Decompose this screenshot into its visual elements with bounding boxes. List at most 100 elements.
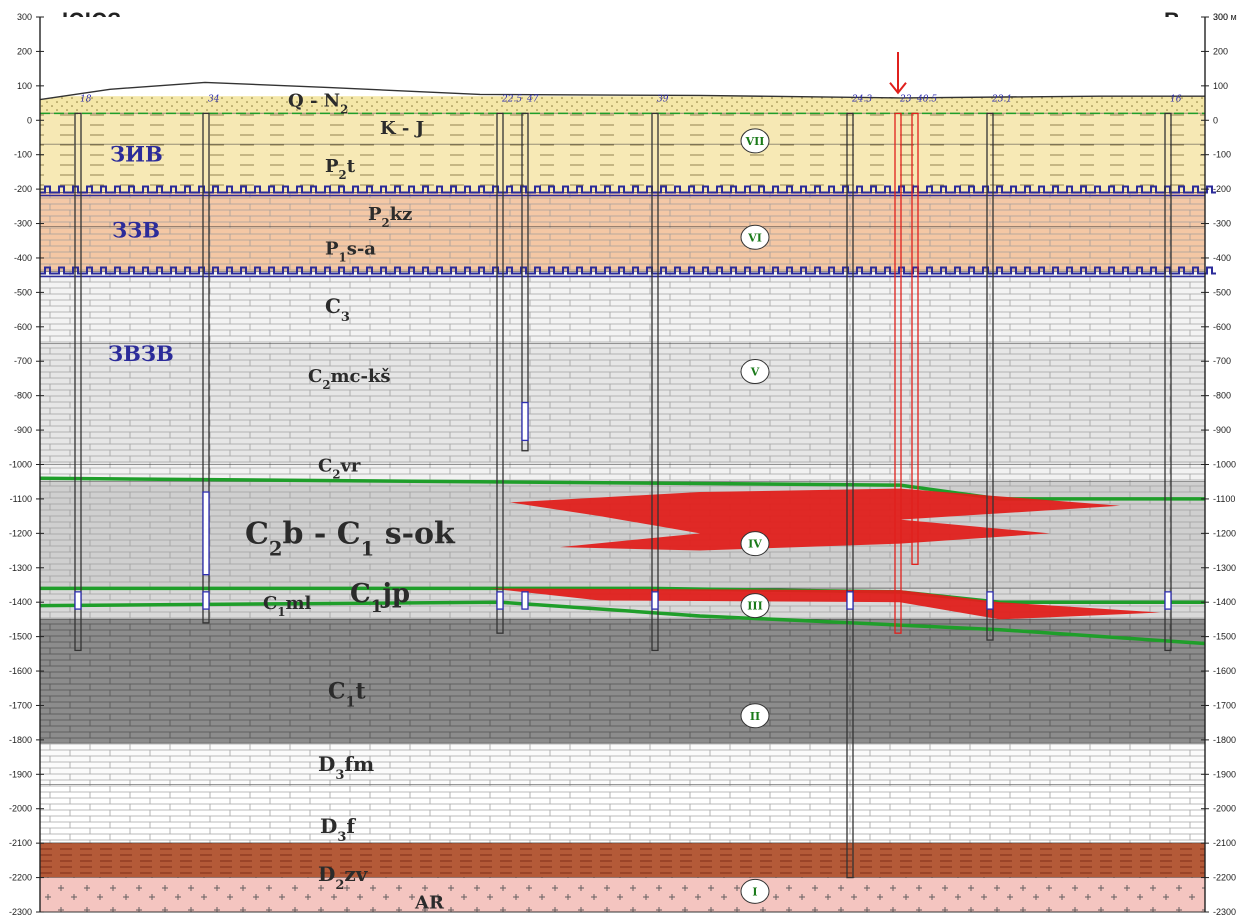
left-tick-label: -1800 (9, 735, 32, 745)
layer-pattern-C1t (40, 619, 1205, 744)
unit-circle-III (740, 593, 770, 619)
right-tick-label: -800 (1213, 391, 1231, 401)
test-interval-upper (521, 401, 529, 442)
left-tick-label: -200 (14, 184, 32, 194)
well-bore-7 (894, 112, 902, 634)
unit-circle-label-III: III (747, 600, 762, 613)
ground-surface (39, 81, 1205, 101)
left-tick-label: -1200 (9, 528, 32, 538)
strat-label-C2mc-ks: C2mc-kš (308, 366, 391, 392)
left-tick-label: -600 (14, 322, 32, 332)
green-marker-3 (39, 600, 1206, 646)
left-tick-label: -500 (14, 287, 32, 297)
stratigraphic-layers (39, 17, 1205, 913)
right-tick-label: -1700 (1213, 700, 1236, 710)
well-bore-6 (846, 112, 854, 879)
layer-pattern-K-J (40, 113, 1205, 145)
strat-label-P1s-a: P1s-a (325, 239, 376, 265)
right-tick-label: -1400 (1213, 597, 1236, 607)
well-bore-3 (496, 112, 504, 634)
unit-circle-II (740, 703, 770, 729)
complex-label-1: ЗИВ (110, 142, 163, 167)
left-tick-label: 0 (27, 115, 32, 125)
well-number-2: 34 (208, 94, 220, 104)
right-tick-label: -1000 (1213, 460, 1236, 470)
right-tick-label: 300 (1213, 12, 1228, 22)
well-bore-8 (911, 112, 919, 565)
unit-circle-VII (740, 128, 770, 154)
test-interval-6 (846, 591, 854, 610)
unconformity-lower (40, 266, 1216, 275)
unit-circle-label-I: I (752, 885, 757, 898)
layer-pattern-P2kz (40, 192, 1205, 227)
right-tick-label: 100 (1213, 81, 1228, 91)
strat-label-C1jp: C1jp (350, 579, 410, 616)
right-tick-label: -2200 (1213, 873, 1236, 883)
axis-unit-label: 300 м (1213, 12, 1237, 22)
unit-circle-label-VII: VII (745, 135, 765, 148)
well-bore-2 (202, 112, 210, 624)
left-tick-label: -1000 (9, 460, 32, 470)
left-tick-label: -900 (14, 425, 32, 435)
sky-mask (40, 17, 1205, 100)
right-tick-label: -2100 (1213, 838, 1236, 848)
test-interval-4 (521, 591, 529, 610)
left-tick-label: -2300 (9, 907, 32, 917)
left-tick-label: -1900 (9, 769, 32, 779)
layer-pattern-C2mc-ks (40, 344, 1205, 465)
well-bore-5 (651, 112, 659, 652)
right-tick-label: -900 (1213, 425, 1231, 435)
complex-label-3: ЗВЗВ (108, 341, 174, 366)
test-interval-10 (1164, 591, 1172, 610)
layer-pattern-D3f (40, 784, 1205, 844)
left-tick-label: 100 (17, 81, 32, 91)
right-tick-label: -600 (1213, 322, 1231, 332)
strat-label-D3f: D3f (320, 814, 356, 845)
right-tick-label: 200 (1213, 46, 1228, 56)
strat-label-D2zv: D2zv (318, 862, 369, 893)
right-tick-label: -1900 (1213, 769, 1236, 779)
well-number-3: 22.5 (501, 94, 522, 104)
test-interval-long (202, 491, 210, 576)
left-tick-label: -1600 (9, 666, 32, 676)
left-tick-label: -1500 (9, 632, 32, 642)
strat-label-P2t: P2t (325, 156, 356, 182)
strat-label-C3: C3 (325, 294, 350, 325)
layer-pattern-P2t (40, 144, 1205, 193)
well-number-4: 47 (526, 94, 539, 104)
right-tick-label: -300 (1213, 219, 1231, 229)
left-tick-label: -2100 (9, 838, 32, 848)
left-tick-label: 200 (17, 46, 32, 56)
unit-circle-I (740, 878, 770, 904)
right-tick-label: -1200 (1213, 528, 1236, 538)
left-tick-label: 300 (17, 12, 32, 22)
left-tick-label: -800 (14, 391, 32, 401)
layer-pattern-C3 (40, 271, 1205, 345)
well-number-1: 18 (80, 94, 92, 104)
productive-zone-c2b-c1sok (510, 488, 1120, 551)
strat-label-P2kz: P2kz (368, 204, 412, 230)
wells: 18 34 22.5 47 39 24.3 23 40.5 23.1 16 (74, 52, 1182, 879)
well-bore-4 (521, 112, 529, 452)
unit-circle-label-V: V (750, 366, 760, 379)
well-bore-10 (1164, 112, 1172, 652)
well-number-6: 24.3 (851, 94, 872, 104)
well-bore-1 (74, 112, 82, 652)
strat-label-C2vr: C2vr (318, 455, 361, 481)
right-tick-label: -700 (1213, 356, 1231, 366)
complex-label-2: ЗЗВ (112, 217, 160, 242)
left-tick-label: -700 (14, 356, 32, 366)
layer-pattern-D3fm (40, 743, 1205, 785)
right-tick-label: 0 (1213, 115, 1218, 125)
right-tick-label: -400 (1213, 253, 1231, 263)
right-tick-label: -1500 (1213, 632, 1236, 642)
left-tick-label: -300 (14, 219, 32, 229)
left-tick-label: -1100 (10, 494, 32, 504)
layer-pattern-Q-N2 (40, 96, 1205, 114)
test-interval-5 (651, 591, 659, 610)
well-number-7: 23 (899, 94, 912, 104)
right-tick-label: -2300 (1213, 907, 1236, 917)
right-tick-label: -100 (1213, 150, 1231, 160)
left-tick-label: -100 (14, 150, 32, 160)
